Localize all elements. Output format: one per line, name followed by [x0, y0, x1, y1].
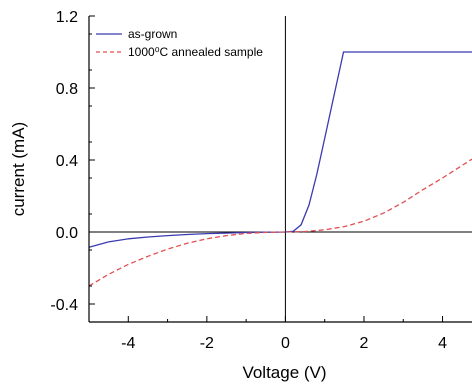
series-line-0 [88, 51, 472, 248]
x-tick-label: -2 [200, 335, 214, 352]
y-tick-label: 0.8 [56, 81, 78, 98]
y-tick-label: -0.4 [50, 297, 78, 314]
x-tick-label: -4 [121, 335, 135, 352]
y-axis-title: current (mA) [9, 122, 28, 216]
series-line-1 [88, 158, 472, 287]
axes-frame [88, 16, 472, 323]
y-tick-label: 0.0 [56, 225, 78, 242]
legend-label-annealed: 1000⁰C annealed sample [128, 45, 263, 59]
x-axis-title: Voltage (V) [242, 363, 326, 382]
x-tick-label: 2 [360, 335, 369, 352]
tick-marks [88, 15, 444, 322]
y-tick-label: 1.2 [56, 9, 78, 26]
x-tick-label: 4 [438, 335, 447, 352]
legend-label-as-grown: as-grown [128, 27, 177, 41]
y-tick-label: 0.4 [56, 153, 78, 170]
zero-reference-lines [89, 16, 472, 322]
series-layer [88, 51, 472, 287]
x-tick-label: 0 [281, 335, 290, 352]
legend: as-grown 1000⁰C annealed sample [96, 27, 263, 59]
tick-labels: -4 -2 0 2 4 -0.4 0.0 0.4 0.8 1.2 [50, 9, 447, 352]
